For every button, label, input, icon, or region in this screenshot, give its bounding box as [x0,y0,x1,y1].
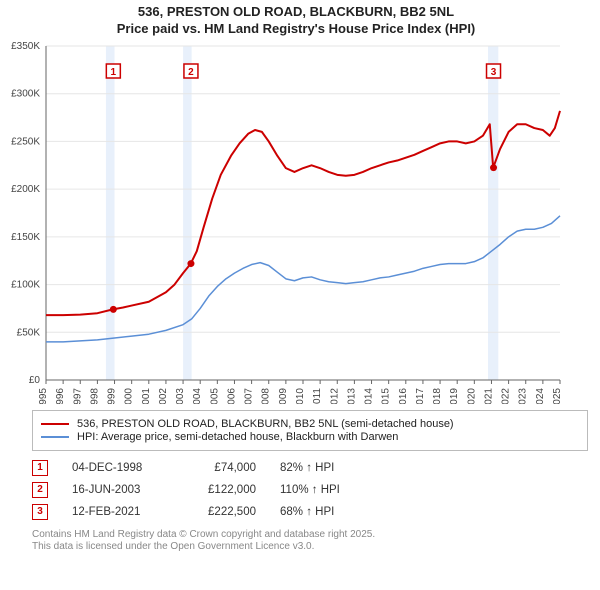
sale-marker-box: 3 [32,504,48,520]
svg-text:£150K: £150K [11,232,40,243]
sale-pct-vs-hpi: 110% ↑ HPI [280,484,370,496]
svg-text:2015: 2015 [381,387,392,403]
svg-text:2007: 2007 [244,387,255,403]
svg-text:£250K: £250K [11,136,40,147]
svg-text:£0: £0 [29,375,41,386]
svg-text:2024: 2024 [535,387,546,403]
svg-text:1997: 1997 [72,387,83,403]
svg-text:2005: 2005 [209,387,220,403]
legend-swatch [41,423,69,425]
legend-swatch [41,436,69,438]
svg-text:£50K: £50K [17,327,41,338]
svg-text:1999: 1999 [107,387,118,403]
svg-text:2013: 2013 [346,387,357,403]
sale-date: 12-FEB-2021 [72,506,162,518]
legend-item: 536, PRESTON OLD ROAD, BLACKBURN, BB2 5N… [41,418,579,430]
svg-text:2014: 2014 [364,387,375,403]
title-line-2: Price paid vs. HM Land Registry's House … [4,21,588,38]
svg-text:2022: 2022 [501,387,512,403]
legend: 536, PRESTON OLD ROAD, BLACKBURN, BB2 5N… [32,410,588,451]
svg-text:2008: 2008 [261,387,272,403]
sale-pct-vs-hpi: 68% ↑ HPI [280,506,370,518]
sale-row: 2 16-JUN-2003 £122,000 110% ↑ HPI [32,479,588,501]
svg-text:2003: 2003 [175,387,186,403]
sale-pct-vs-hpi: 82% ↑ HPI [280,462,370,474]
sale-marker-box: 1 [32,460,48,476]
svg-text:2023: 2023 [518,387,529,403]
svg-text:1998: 1998 [89,387,100,403]
svg-text:2009: 2009 [278,387,289,403]
sale-date: 16-JUN-2003 [72,484,162,496]
svg-text:2002: 2002 [158,387,169,403]
footer-line-1: Contains HM Land Registry data © Crown c… [32,529,588,542]
svg-text:2: 2 [188,67,194,78]
svg-text:2000: 2000 [124,387,135,403]
svg-text:1: 1 [111,67,117,78]
svg-text:£200K: £200K [11,184,40,195]
svg-text:2010: 2010 [295,387,306,403]
legend-label: 536, PRESTON OLD ROAD, BLACKBURN, BB2 5N… [77,418,454,430]
line-chart: £0 £50K £100K £150K £200K £250K £300K £350K 1995… [4,42,564,404]
svg-text:2019: 2019 [449,387,460,403]
svg-text:3: 3 [491,67,497,78]
legend-item: HPI: Average price, semi-detached house,… [41,431,579,443]
chart-area: £0 £50K £100K £150K £200K £250K £300K £350K 1995… [4,42,588,404]
svg-text:2011: 2011 [312,387,323,403]
svg-text:£100K: £100K [11,279,40,290]
svg-text:£350K: £350K [11,42,40,52]
sales-table: 1 04-DEC-1998 £74,000 82% ↑ HPI 2 16-JUN-2003… [32,457,588,523]
legend-label: HPI: Average price, semi-detached house,… [77,431,398,443]
svg-text:2018: 2018 [432,387,443,403]
page: 536, PRESTON OLD ROAD, BLACKBURN, BB2 5N… [0,0,600,590]
sale-row: 1 04-DEC-1998 £74,000 82% ↑ HPI [32,457,588,479]
svg-text:1996: 1996 [55,387,66,403]
chart-title: 536, PRESTON OLD ROAD, BLACKBURN, BB2 5N… [4,4,588,38]
sale-date: 04-DEC-1998 [72,462,162,474]
svg-text:2020: 2020 [466,387,477,403]
sale-row: 3 12-FEB-2021 £222,500 68% ↑ HPI [32,501,588,523]
svg-text:2012: 2012 [329,387,340,403]
svg-text:2025: 2025 [552,387,563,403]
svg-text:2017: 2017 [415,387,426,403]
title-line-1: 536, PRESTON OLD ROAD, BLACKBURN, BB2 5N… [4,4,588,21]
svg-text:2006: 2006 [226,387,237,403]
svg-text:2001: 2001 [141,387,152,403]
sale-price: £122,000 [186,484,256,496]
svg-text:2021: 2021 [483,387,494,403]
sale-price: £222,500 [186,506,256,518]
footer-line-2: This data is licensed under the Open Gov… [32,541,588,554]
svg-text:2016: 2016 [398,387,409,403]
svg-text:2004: 2004 [192,387,203,403]
sale-marker-box: 2 [32,482,48,498]
footer-attribution: Contains HM Land Registry data © Crown c… [32,529,588,554]
svg-text:£300K: £300K [11,88,40,99]
sale-price: £74,000 [186,462,256,474]
svg-text:1995: 1995 [38,387,49,403]
